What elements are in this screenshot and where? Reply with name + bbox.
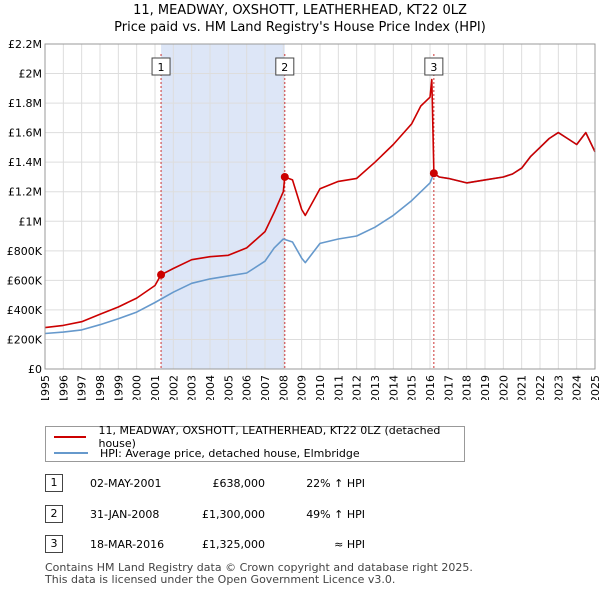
x-tick-label: 2016 [424,375,437,400]
shaded-period [161,44,285,369]
x-tick-label: 2000 [131,375,144,400]
y-tick-label: £200K [7,333,43,346]
legend-swatch-blue [54,452,88,454]
x-tick-label: 1999 [112,375,125,400]
transaction-date: 31-JAN-2008 [90,508,160,521]
legend-swatch-red [54,436,87,438]
x-tick-label: 2010 [314,375,327,400]
x-tick-label: 2006 [241,375,254,400]
legend-item-property: 11, MEADWAY, OXSHOTT, LEATHERHEAD, KT22 … [54,424,464,450]
x-tick-label: 1996 [57,375,70,400]
legend-item-hpi: HPI: Average price, detached house, Elmb… [54,445,360,461]
y-tick-label: £2M [19,68,43,81]
x-tick-label: 2013 [369,375,382,400]
footer-license: This data is licensed under the Open Gov… [45,573,396,586]
transaction-price: £1,325,000 [202,538,265,551]
x-tick-label: 2018 [461,375,474,400]
y-tick-label: £600K [7,274,43,287]
marker-label: 3 [430,61,437,74]
sale-point [157,270,166,279]
x-tick-label: 2019 [479,375,492,400]
property-series-line [44,78,596,329]
legend: 11, MEADWAY, OXSHOTT, LEATHERHEAD, KT22 … [45,424,465,462]
transaction-number: 3 [45,535,63,553]
transaction-row: 3 18-MAR-2016 £1,325,000 ≈ HPI [45,535,465,555]
x-tick-label: 2004 [204,375,217,400]
transaction-row: 1 02-MAY-2001 £638,000 22% ↑ HPI [45,474,465,494]
x-tick-label: 2009 [296,375,309,400]
x-tick-label: 2003 [186,375,199,400]
y-tick-label: £800K [7,245,43,258]
x-tick-label: 2023 [552,375,565,400]
transaction-price: £1,300,000 [202,508,265,521]
transaction-number: 2 [45,505,63,523]
x-tick-label: 1997 [76,375,89,400]
x-tick-label: 1995 [39,375,52,400]
x-tick-label: 2011 [332,375,345,400]
y-tick-label: £400K [7,304,43,317]
x-tick-label: 2017 [442,375,455,400]
transaction-row: 2 31-JAN-2008 £1,300,000 49% ↑ HPI [45,505,465,525]
footer-copyright: Contains HM Land Registry data © Crown c… [45,561,473,574]
sale-point [280,172,289,181]
x-tick-label: 2015 [406,375,419,400]
x-tick-label: 2014 [387,375,400,400]
x-tick-label: 2025 [589,375,600,400]
shaded-period-layer [161,44,285,369]
transaction-price: £638,000 [212,477,266,490]
marker-lines-layer [160,54,435,369]
transaction-number: 1 [45,474,63,492]
legend-label-property: 11, MEADWAY, OXSHOTT, LEATHERHEAD, KT22 … [98,424,441,450]
y-tick-label: £1.2M [8,186,42,199]
legend-label-hpi: HPI: Average price, detached house, Elmb… [100,446,360,460]
y-tick-label: £2.2M [8,38,42,51]
x-tick-label: 2008 [277,375,290,400]
transaction-date: 18-MAR-2016 [90,538,165,551]
transaction-hpi: 49% ↑ HPI [306,508,365,521]
y-tick-label: £1.8M [8,97,42,110]
x-tick-label: 2007 [259,375,272,400]
series-layer [44,78,596,335]
marker-label-box [151,57,171,76]
x-tick-label: 2024 [571,375,584,400]
axis-layer: £0 £200K £400K £600K £800K £1M £1.2M £1.4M £1.6M… [7,38,600,400]
x-tick-label: 2001 [149,375,162,400]
marker-label: 1 [158,61,165,74]
grid-layer [44,43,596,370]
sale-point [429,169,438,178]
x-tick-label: 2020 [497,375,510,400]
x-tick-label: 1998 [94,375,107,400]
marker-label-box [424,57,444,76]
sale-points-layer [157,169,438,279]
x-tick-label: 2012 [351,375,364,400]
transaction-hpi: ≈ HPI [334,538,365,551]
x-tick-label: 2005 [222,375,235,400]
chart-title: 11, MEADWAY, OXSHOTT, LEATHERHEAD, KT22 … [133,3,467,18]
plot-border [44,43,596,370]
marker-label: 2 [281,61,288,74]
y-tick-label: £0 [28,363,42,376]
y-tick-label: £1.6M [8,127,42,140]
y-tick-label: £1M [19,215,43,228]
chart-subtitle: Price paid vs. HM Land Registry's House … [114,20,486,35]
transaction-hpi: 22% ↑ HPI [306,477,365,490]
x-tick-label: 2002 [167,375,180,400]
x-tick-label: 2021 [516,375,529,400]
marker-label-box [275,57,295,76]
y-tick-label: £1.4M [8,156,42,169]
transaction-date: 02-MAY-2001 [90,477,162,490]
x-tick-label: 2022 [534,375,547,400]
marker-labels-layer: 1 2 3 [151,57,444,76]
footer-notice: Contains HM Land Registry data © Crown c… [45,562,473,586]
